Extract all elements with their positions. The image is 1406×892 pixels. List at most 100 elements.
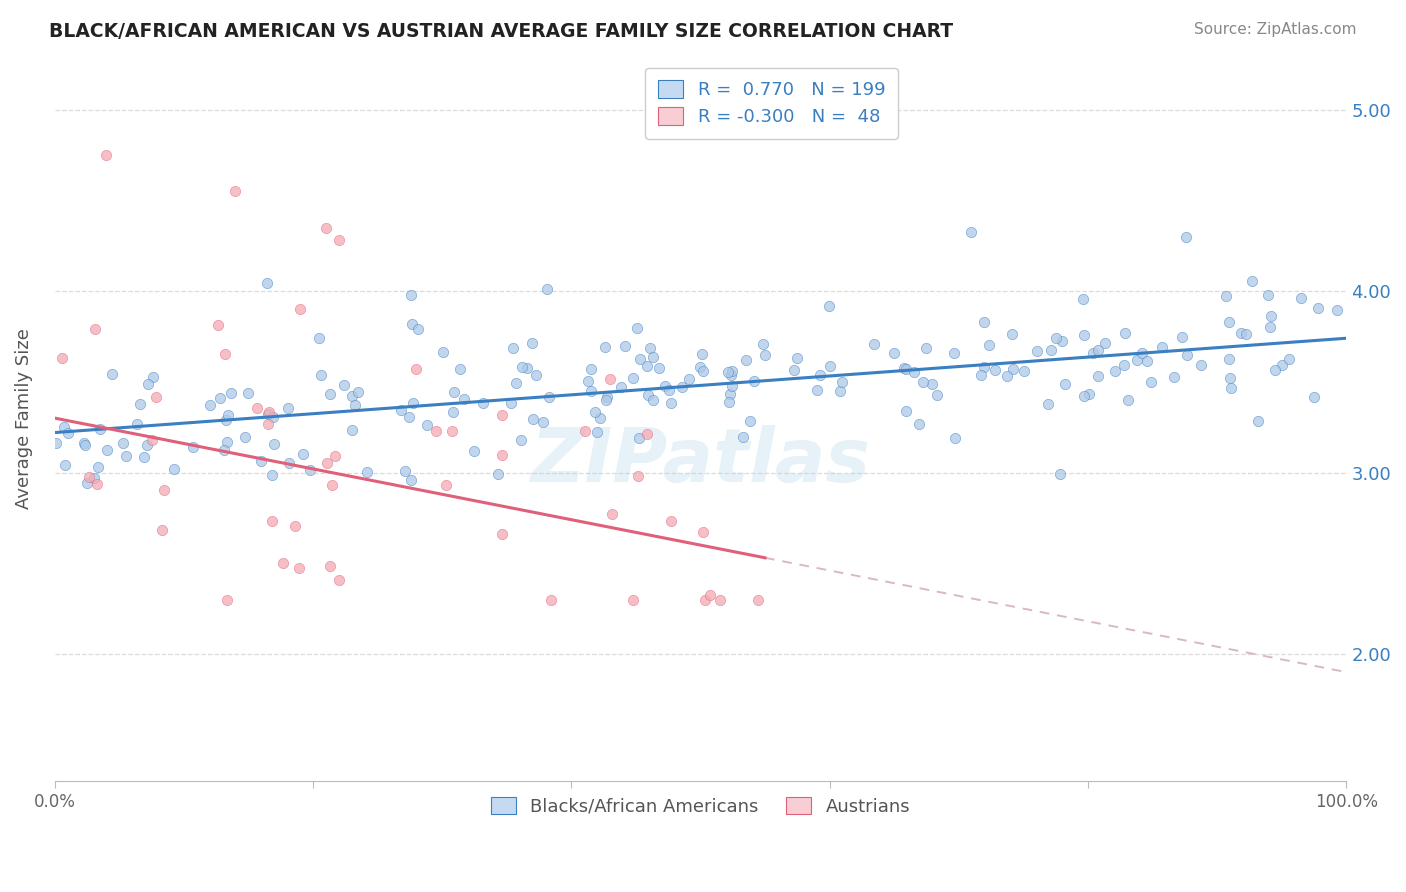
Point [915,341,938,355]
Point [659,396,682,410]
Point [1218,352,1240,367]
Point [1271,358,1294,372]
Point [721,379,744,393]
Point [973,359,995,374]
Point [641,393,664,408]
Point [1094,336,1116,351]
Point [1303,391,1326,405]
Point [579,384,602,398]
Point [163,461,186,475]
Point [747,592,769,607]
Point [250,454,273,468]
Point [347,385,370,400]
Point [820,359,842,373]
Point [623,370,645,384]
Point [626,321,648,335]
Point [1150,341,1173,355]
Point [984,363,1007,377]
Point [96,443,118,458]
Point [491,409,513,423]
Point [1175,348,1198,362]
Point [1126,352,1149,367]
Point [540,592,562,607]
Point [260,514,283,528]
Point [1136,353,1159,368]
Point [401,317,423,331]
Point [153,483,176,498]
Point [808,368,831,383]
Point [260,468,283,483]
Point [721,364,744,378]
Point [783,363,806,377]
Point [903,365,925,379]
Point [979,338,1001,352]
Point [221,386,243,401]
Point [76,475,98,490]
Point [315,456,337,470]
Point [752,336,775,351]
Point [328,573,350,587]
Point [214,347,236,361]
Point [690,347,713,361]
Point [453,392,475,406]
Point [89,422,111,436]
Point [115,449,138,463]
Point [1001,362,1024,376]
Point [1220,381,1243,395]
Point [1130,345,1153,359]
Point [970,368,993,383]
Point [658,383,681,397]
Point [536,282,558,296]
Point [257,407,280,421]
Point [53,458,76,472]
Point [215,413,238,427]
Point [1260,310,1282,324]
Point [1073,328,1095,343]
Point [96,148,118,162]
Point [1218,315,1240,329]
Point [75,438,97,452]
Point [52,419,75,434]
Point [491,526,513,541]
Point [142,370,165,384]
Text: BLACK/AFRICAN AMERICAN VS AUSTRIAN AVERAGE FAMILY SIZE CORRELATION CHART: BLACK/AFRICAN AMERICAN VS AUSTRIAN AVERA… [49,22,953,41]
Point [1163,369,1185,384]
Point [209,391,232,405]
Point [434,478,457,492]
Point [432,344,454,359]
Point [648,360,671,375]
Point [145,390,167,404]
Point [292,447,315,461]
Point [1215,289,1237,303]
Point [150,523,173,537]
Point [1278,351,1301,366]
Point [1087,343,1109,358]
Point [586,425,609,439]
Point [806,383,828,397]
Point [516,360,538,375]
Point [524,368,547,383]
Point [262,409,284,424]
Point [1081,346,1104,360]
Point [1045,331,1067,345]
Point [907,417,929,431]
Point [659,514,682,528]
Point [520,336,543,351]
Point [579,362,602,376]
Point [416,417,439,432]
Point [1258,320,1281,334]
Point [1230,326,1253,340]
Point [599,371,621,385]
Point [671,380,693,394]
Point [236,386,259,401]
Point [449,361,471,376]
Point [583,405,606,419]
Point [1289,291,1312,305]
Point [893,360,915,375]
Point [912,376,935,390]
Point [233,430,256,444]
Point [1001,326,1024,341]
Point [401,395,423,409]
Point [277,401,299,416]
Point [943,431,966,445]
